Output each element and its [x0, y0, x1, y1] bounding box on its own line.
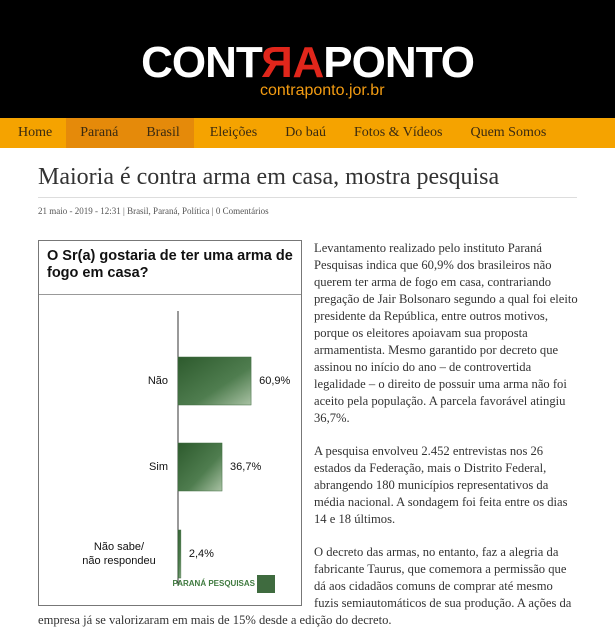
label-line: Não sabe/ [94, 541, 145, 553]
article-meta: 21 maio - 2019 - 12:31 | Brasil, Paraná,… [38, 206, 269, 216]
nav-item[interactable]: Do baú [285, 125, 327, 140]
bar [177, 356, 252, 406]
logo-part: CONT [141, 38, 263, 87]
date: 21 maio - 2019 - 12:31 [38, 206, 121, 216]
chart: O Sr(a) gostaria de ter uma arma de fogo… [38, 240, 302, 606]
category-label: Não sabe/não respondeu [82, 541, 155, 567]
logo-letter: R [261, 38, 293, 87]
nav-item[interactable]: Home [18, 125, 53, 140]
paragraph: A pesquisa envolveu 2.452 entrevistas no… [314, 444, 568, 526]
categories[interactable]: Brasil, Paraná, Política [127, 206, 210, 216]
logo-part: RA [261, 38, 325, 87]
category-label: Não [148, 375, 168, 387]
category-label: Sim [149, 461, 168, 473]
value-label: 36,7% [230, 461, 261, 473]
site-header: CONTRAPONTO contraponto.jor.br [0, 0, 615, 118]
bar [177, 529, 182, 579]
article-title: Maioria é contra arma em casa, mostra pe… [38, 164, 577, 198]
logo[interactable]: CONTRAPONTO [0, 38, 615, 88]
comments[interactable]: 0 Comentários [215, 206, 269, 216]
value-label: 2,4% [189, 548, 214, 560]
nav-item[interactable]: Quem Somos [470, 125, 547, 140]
paragraph: O decreto das armas, no entanto, faz a a… [38, 545, 572, 627]
source-logo-mark [257, 575, 275, 593]
source-logo: PARANÁ PESQUISAS [172, 579, 255, 588]
nav-bar: Home Paraná Brasil Eleições Do baú Fotos & Ví… [0, 118, 615, 148]
nav-item[interactable]: Brasil [132, 118, 194, 148]
value-label: 60,9% [259, 375, 290, 387]
chart-title: O Sr(a) gostaria de ter uma arma de fogo… [39, 241, 301, 295]
nav-item[interactable]: Fotos & Vídeos [354, 125, 443, 140]
article-body: O Sr(a) gostaria de ter uma arma de fogo… [38, 240, 578, 629]
label-line: não respondeu [82, 555, 155, 567]
site-url[interactable]: contraponto.jor.br [260, 82, 385, 99]
paragraph: Levantamento realizado pelo instituto Pa… [314, 241, 578, 425]
nav-item[interactable]: Paraná [66, 118, 133, 148]
nav-item[interactable]: Eleições [209, 125, 258, 140]
chart-plot: 60,9% Não 36,7% Sim 2,4% Não sabe/não respond… [82, 311, 290, 593]
logo-part: PONTO [323, 38, 475, 87]
bar [177, 442, 223, 492]
